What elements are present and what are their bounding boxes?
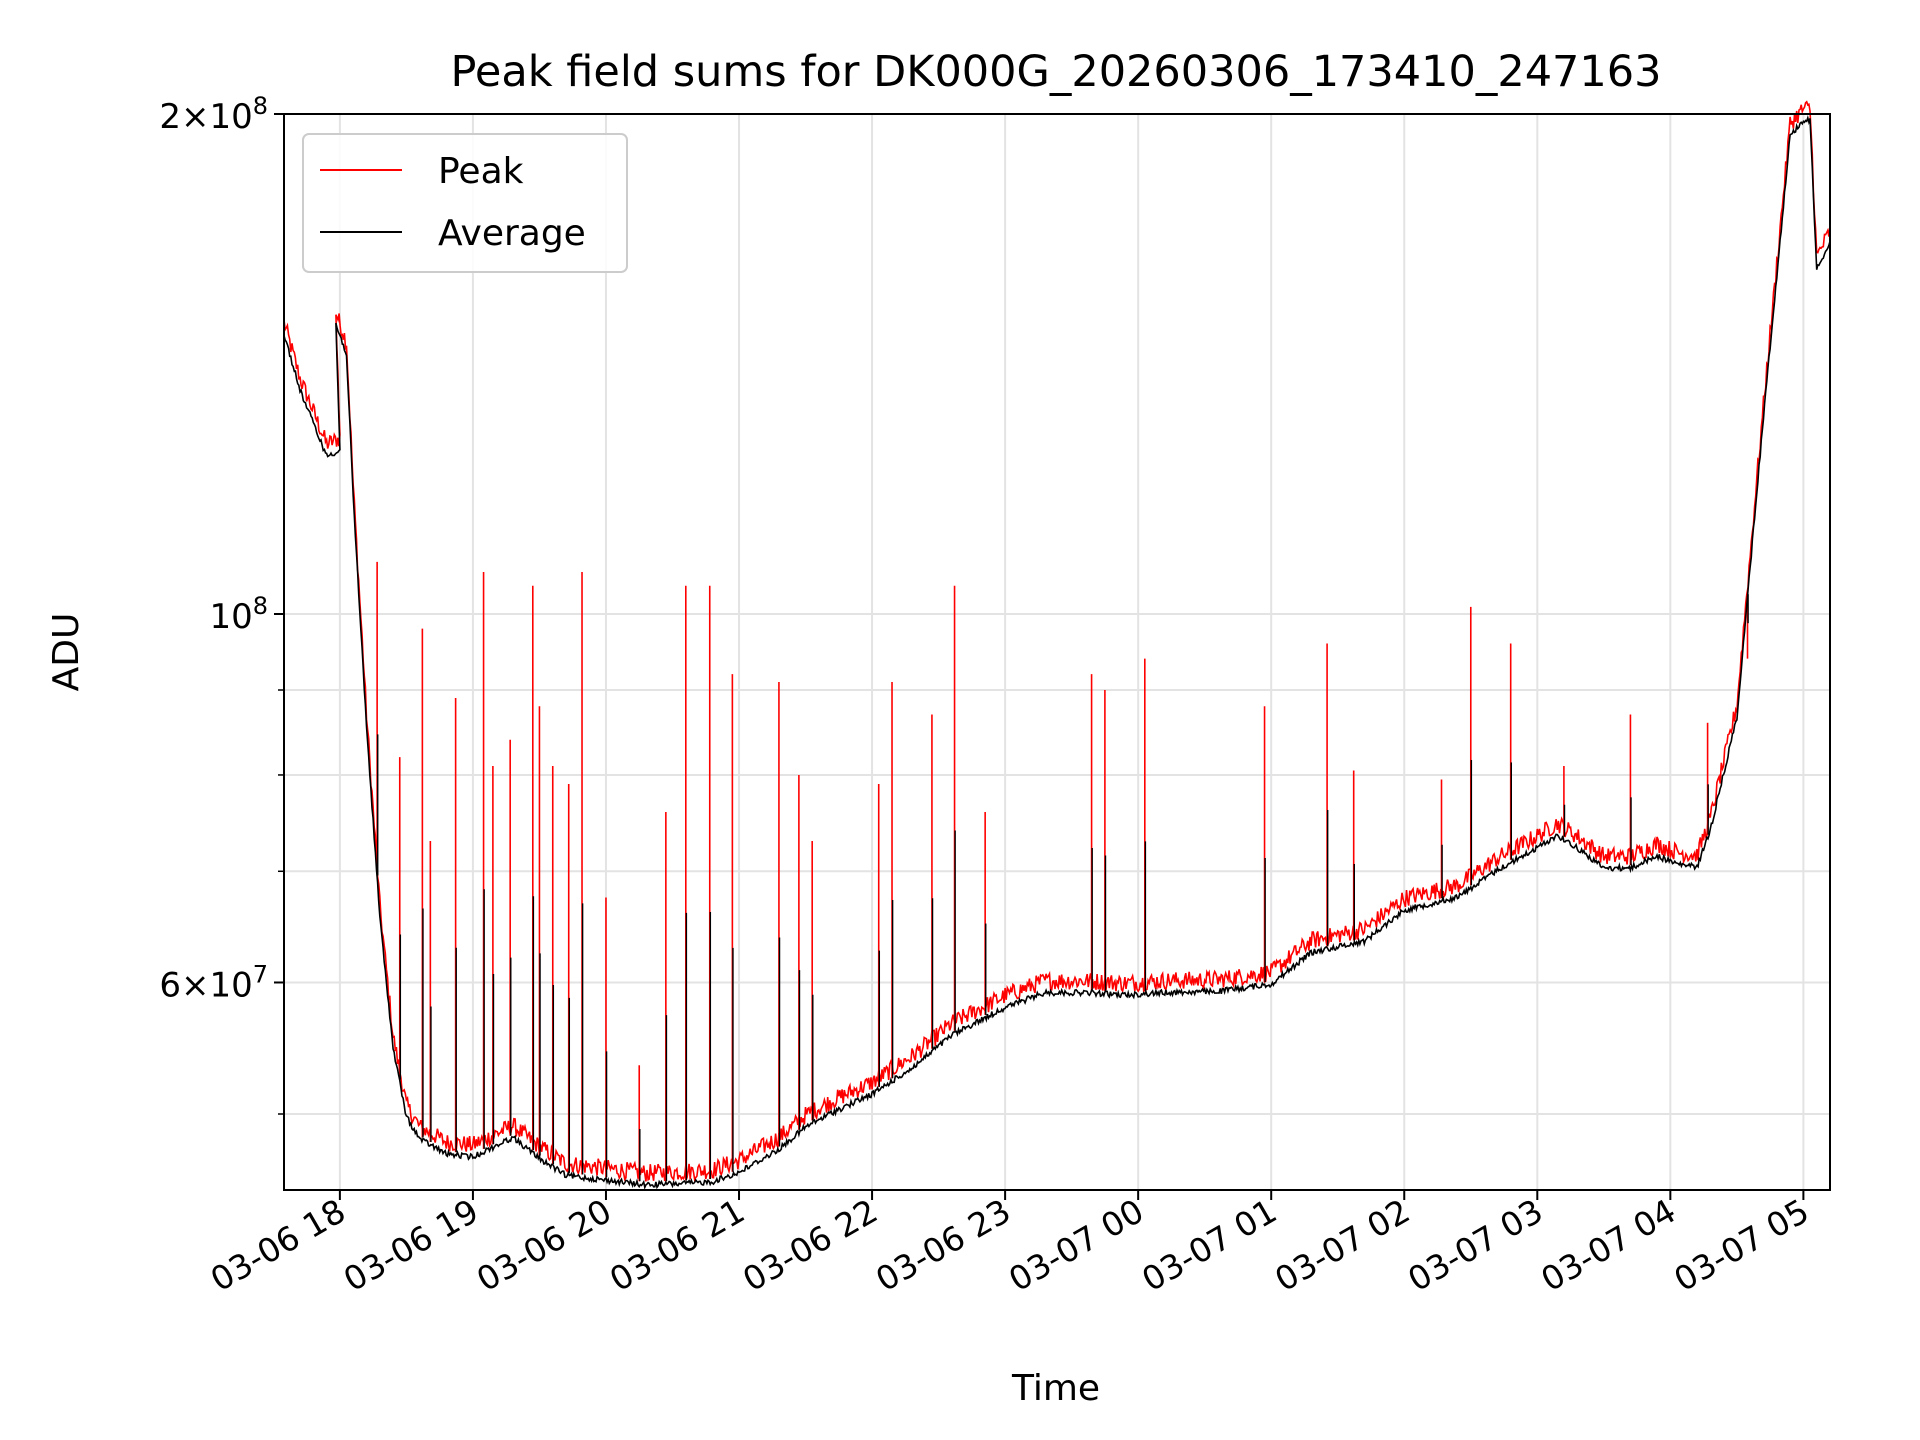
y-axis-label: ADU — [46, 613, 87, 692]
plot-frame — [283, 113, 1831, 1191]
legend-peak-label: Peak — [438, 151, 524, 192]
y-tick-label: 6×107 — [159, 960, 268, 1005]
x-axis-label: Time — [1011, 1368, 1100, 1409]
peak-series-line — [283, 100, 1831, 1183]
series-layer — [283, 100, 1831, 1191]
average-series-line — [283, 115, 1831, 1191]
y-tick-label: 108 — [209, 592, 268, 637]
chart-title: Peak field sums for DK000G_20260306_1734… — [451, 47, 1662, 97]
legend-average-label: Average — [438, 213, 586, 254]
legend: Peak Average — [302, 133, 628, 273]
legend-box — [302, 133, 628, 273]
y-tick-label: 2×108 — [159, 92, 268, 137]
